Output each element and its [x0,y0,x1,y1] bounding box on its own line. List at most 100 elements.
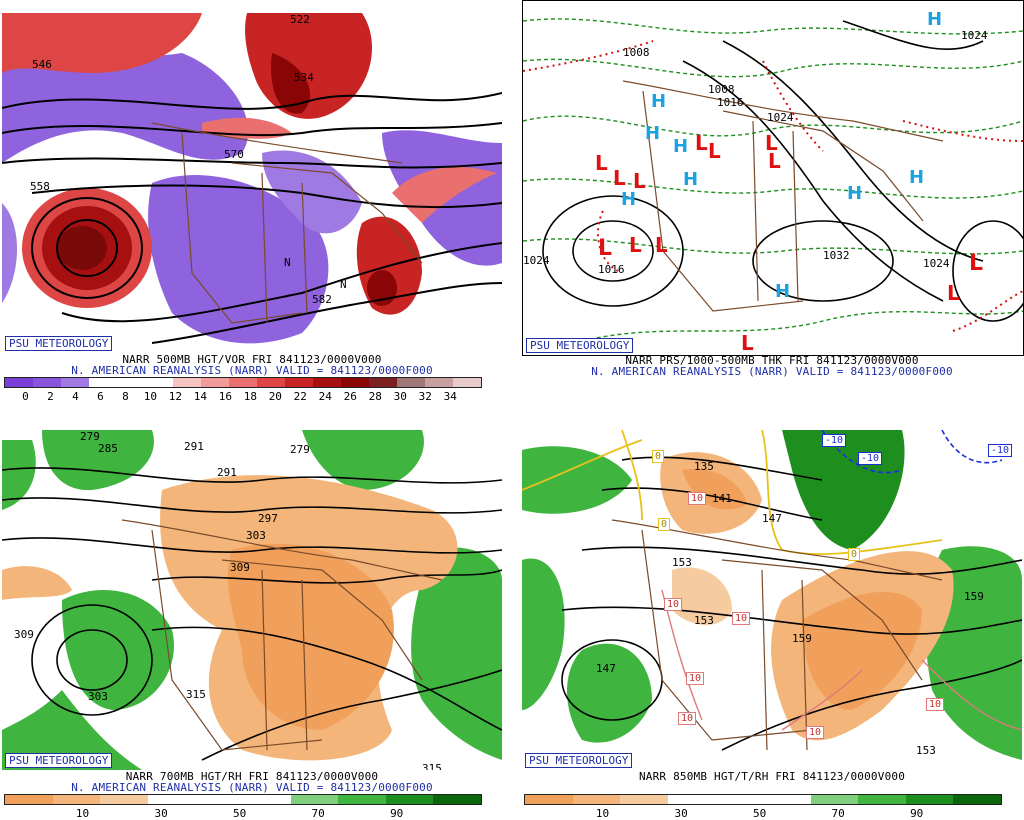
legend-swatch [173,378,201,387]
legend-tick-label: 10 [595,807,610,820]
contour-label: 303 [246,529,266,542]
legend-swatch [572,795,621,804]
contour-label: 147 [762,512,782,525]
caption-line-2: N. AMERICAN REANALYSIS (NARR) VALID = 84… [71,781,433,794]
isobar-label: 1016 [598,263,625,276]
legend-swatch [338,795,386,804]
contour-label: 153 [672,556,692,569]
contour-label: 141 [712,492,732,505]
high-pressure-marker: H [651,91,667,112]
contour-label: 522 [290,13,310,26]
isobar-label: 1024 [961,29,988,42]
map-700mb: 279 285 291 279 291 297 303 309 309 303 … [2,430,502,770]
vorticity-legend-ticks: 0 2 4 6 8 10 12 14 16 18 20 22 24 26 28 30 32 34 [4,390,480,403]
high-pressure-marker: H [673,136,689,157]
legend-swatch [762,795,811,804]
legend-tick-label: 4 [72,390,79,403]
contour-label: 159 [792,632,812,645]
temperature-label: -10 [858,452,883,465]
legend-tick-label: 16 [218,390,232,403]
legend-swatch [147,795,196,804]
legend-tick-label: 8 [122,390,129,403]
legend-swatch [145,378,173,387]
caption-line-1: NARR 850MB HGT/T/RH FRI 841123/0000V000 [638,770,906,783]
legend-swatch [5,795,53,804]
temperature-label: 0 [848,548,861,561]
temperature-label: 10 [686,672,705,685]
legend-tick-label: 6 [97,390,104,403]
isobar-label: 1024 [523,254,550,267]
legend-swatch [715,795,763,804]
legend-swatch [858,795,906,804]
legend-tick-label: 50 [232,807,247,820]
legend-swatch [5,378,33,387]
psu-badge: PSU METEOROLOGY [5,336,113,351]
contour-label: N [340,278,347,291]
legend-tick-label: 50 [752,807,767,820]
temperature-label: 10 [732,612,751,625]
legend-swatch [433,795,481,804]
temperature-label: 0 [658,518,671,531]
legend-tick-label: 20 [268,390,282,403]
caption-line-1: NARR 500MB HGT/VOR FRI 841123/0000V000 [122,353,382,366]
legend-swatch [89,378,117,387]
legend-tick-label: 18 [243,390,257,403]
legend-tick-label: 28 [368,390,382,403]
contour-label: 291 [217,466,237,479]
legend-tick-label: 90 [910,807,924,820]
isobar-label: 1008 [708,83,735,96]
low-pressure-marker: L [947,281,960,305]
panel-thickness: 1008 1016 1024 1024 1032 1024 1024 1016 … [522,0,1024,401]
legend-swatch [117,378,145,387]
contour-label: 558 [30,180,50,193]
low-pressure-marker: L [655,233,668,257]
legend-swatch [195,795,243,804]
legend-swatch [257,378,285,387]
legend-tick-label: 22 [293,390,307,403]
legend-tick-label: 90 [390,807,404,820]
contour-label: 153 [694,614,714,627]
legend-tick-label: 10 [143,390,157,403]
legend-tick-label: 34 [443,390,457,403]
panel-700mb: 279 285 291 279 291 297 303 309 309 303 … [2,430,502,820]
temperature-label: -10 [822,434,847,447]
contour-label: 303 [88,690,108,703]
vorticity-map [2,13,502,353]
contour-label: 315 [422,762,442,770]
rh-legend-ticks: 10 30 50 70 90 [524,807,1000,820]
legend-swatch [425,378,453,387]
contour-label: 279 [290,443,310,456]
legend-swatch [453,378,481,387]
low-pressure-marker: L [708,139,721,163]
high-pressure-marker: H [621,189,637,210]
caption-line-1: NARR PRS/1000-500MB THK FRI 841123/0000V… [625,354,919,367]
legend-swatch [229,378,257,387]
legend-swatch [290,795,339,804]
contour-label: 315 [186,688,206,701]
temperature-label: 10 [664,598,683,611]
legend-swatch [285,378,313,387]
legend-tick-label: 32 [418,390,432,403]
temperature-label: 10 [926,698,945,711]
contour-label: 309 [14,628,34,641]
low-pressure-marker: L [613,166,626,190]
caption-line-1: NARR 700MB HGT/RH FRI 841123/0000V000 [125,770,379,783]
temperature-label: 10 [806,726,825,739]
legend-tick-label: 24 [318,390,332,403]
psu-badge: PSU METEOROLOGY [526,338,634,353]
rh-700-map [2,430,502,770]
legend-swatch [667,795,716,804]
legend-tick-label: 14 [193,390,207,403]
rh-850-map [522,430,1022,770]
low-pressure-marker: L [768,149,781,173]
legend-swatch [313,378,341,387]
legend-tick-label: 30 [674,807,688,820]
isobar-label: 1032 [823,249,850,262]
legend-tick-label: 70 [831,807,845,820]
contour-label: 159 [964,590,984,603]
caption-line-2: N. AMERICAN REANALYSIS (NARR) VALID = 84… [71,364,433,377]
high-pressure-marker: H [909,167,925,188]
psu-badge: PSU METEOROLOGY [5,753,113,768]
contour-label: 135 [694,460,714,473]
low-pressure-marker: L [595,151,608,175]
